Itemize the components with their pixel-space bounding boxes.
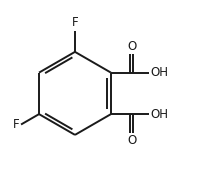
Text: OH: OH [150, 66, 168, 79]
Text: O: O [127, 134, 136, 147]
Text: O: O [127, 40, 136, 53]
Text: F: F [72, 16, 78, 29]
Text: OH: OH [150, 108, 168, 121]
Text: F: F [13, 118, 20, 131]
